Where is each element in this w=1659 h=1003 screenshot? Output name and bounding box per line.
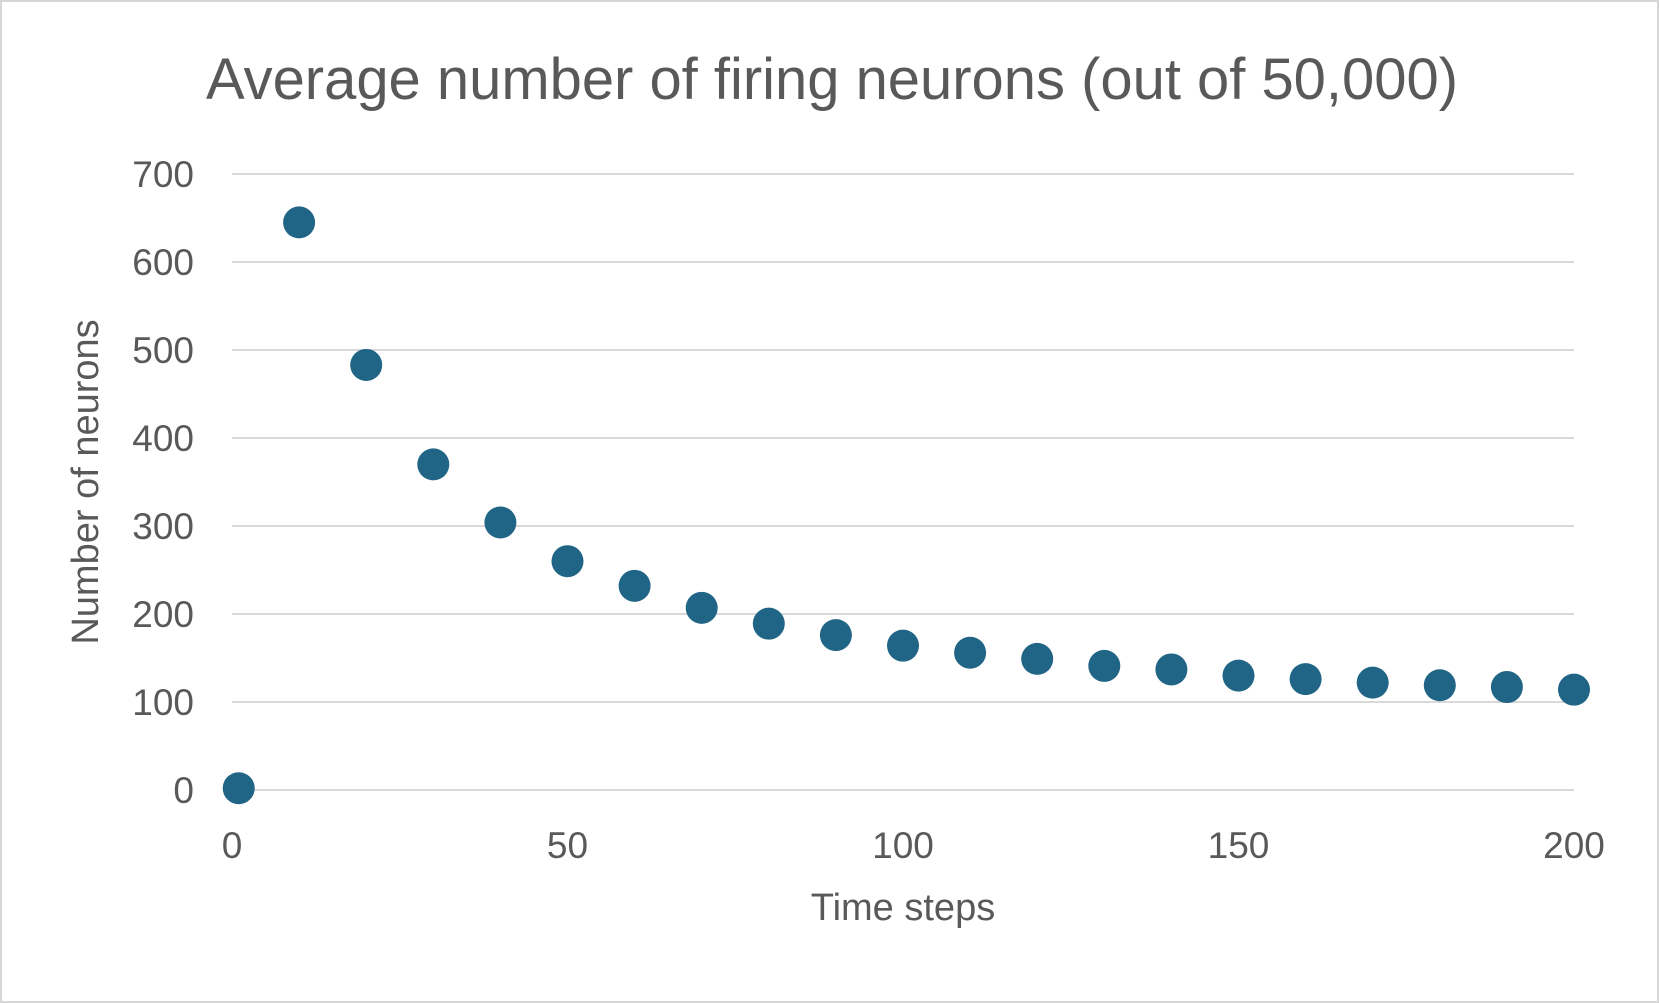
y-tick-labels: 0 100 200 300 400 500 600 700 — [132, 154, 194, 811]
y-tick-label: 600 — [132, 242, 194, 283]
y-tick-label: 0 — [173, 770, 194, 811]
gridlines-group — [232, 173, 1574, 791]
y-tick-label: 300 — [132, 506, 194, 547]
data-point — [1558, 673, 1590, 706]
data-points-group — [222, 206, 1590, 805]
data-point — [887, 629, 919, 662]
data-point — [417, 448, 450, 481]
data-point — [954, 636, 987, 669]
data-point — [283, 206, 316, 239]
x-tick-label: 50 — [547, 825, 588, 866]
data-point — [1356, 666, 1389, 699]
x-axis-title: Time steps — [811, 887, 995, 929]
data-point — [1423, 669, 1456, 702]
x-tick-label: 200 — [1543, 825, 1605, 866]
data-point — [1490, 671, 1523, 704]
x-tick-label: 100 — [872, 825, 934, 866]
chart-title: Average number of firing neurons (out of… — [206, 47, 1458, 112]
y-tick-label: 400 — [132, 418, 194, 459]
data-point — [1155, 653, 1188, 686]
x-tick-labels: 0 50 100 150 200 — [222, 825, 1605, 866]
data-point — [551, 545, 584, 578]
data-point — [484, 506, 517, 539]
data-point — [222, 772, 255, 805]
data-point — [350, 348, 383, 381]
y-tick-label: 100 — [132, 682, 194, 723]
data-point — [752, 607, 785, 640]
data-point — [819, 619, 852, 652]
x-tick-label: 150 — [1208, 825, 1270, 866]
x-tick-label: 0 — [222, 825, 243, 866]
data-point — [618, 569, 651, 602]
data-point — [1289, 663, 1322, 696]
data-point — [685, 591, 718, 624]
y-tick-label: 500 — [132, 330, 194, 371]
data-point — [1222, 659, 1255, 692]
data-point — [1088, 649, 1121, 682]
y-tick-label: 700 — [132, 154, 194, 195]
y-tick-label: 200 — [132, 594, 194, 635]
data-point — [1021, 642, 1054, 675]
y-axis-title: Number of neurons — [65, 319, 107, 644]
